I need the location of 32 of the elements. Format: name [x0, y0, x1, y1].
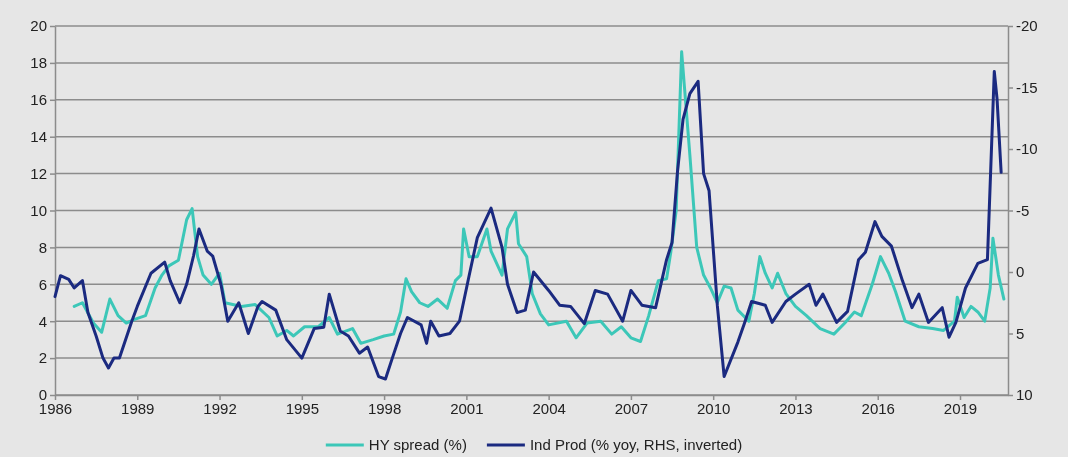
y-tick-label: 2 — [38, 349, 47, 367]
y2-tick-label: -10 — [1016, 140, 1038, 158]
x-tick-label: 2016 — [861, 399, 895, 417]
x-tick-label: 1998 — [367, 399, 402, 417]
y-tick-label: 20 — [30, 17, 47, 35]
y2-tick-label: 10 — [1016, 386, 1033, 404]
x-tick-label: 2004 — [532, 399, 566, 417]
legend-label: HY spread (%) — [368, 436, 467, 453]
y-tick-label: 18 — [30, 54, 47, 72]
line-series — [72, 50, 1006, 345]
y-tick-label: 10 — [30, 201, 47, 219]
line-series — [53, 70, 1003, 381]
y2-tick-label: -5 — [1016, 201, 1030, 219]
y2-tick-label: 5 — [1016, 324, 1025, 342]
x-tick-label: 1989 — [121, 399, 155, 417]
x-tick-label: 2010 — [697, 399, 731, 417]
x-tick-label: 2013 — [779, 399, 813, 417]
x-tick-label: 1995 — [285, 399, 320, 417]
y2-tick-label: -15 — [1016, 78, 1038, 96]
x-tick-label: 2007 — [614, 399, 649, 417]
x-tick-label: 2019 — [943, 399, 978, 417]
y-tick-label: 6 — [38, 275, 47, 293]
y-tick-label: 14 — [30, 128, 47, 145]
y-tick-label: 8 — [38, 238, 47, 256]
x-tick-label: 2001 — [450, 399, 484, 417]
y2-tick-label: 0 — [1016, 263, 1025, 281]
y-tick-label: 12 — [30, 164, 47, 182]
y-tick-label: 16 — [30, 91, 47, 109]
legend-label: Ind Prod (% yoy, RHS, inverted) — [529, 436, 743, 453]
x-tick-label: 1992 — [203, 399, 237, 417]
y-tick-label: 4 — [38, 312, 47, 330]
y2-tick-label: -20 — [1016, 17, 1038, 35]
